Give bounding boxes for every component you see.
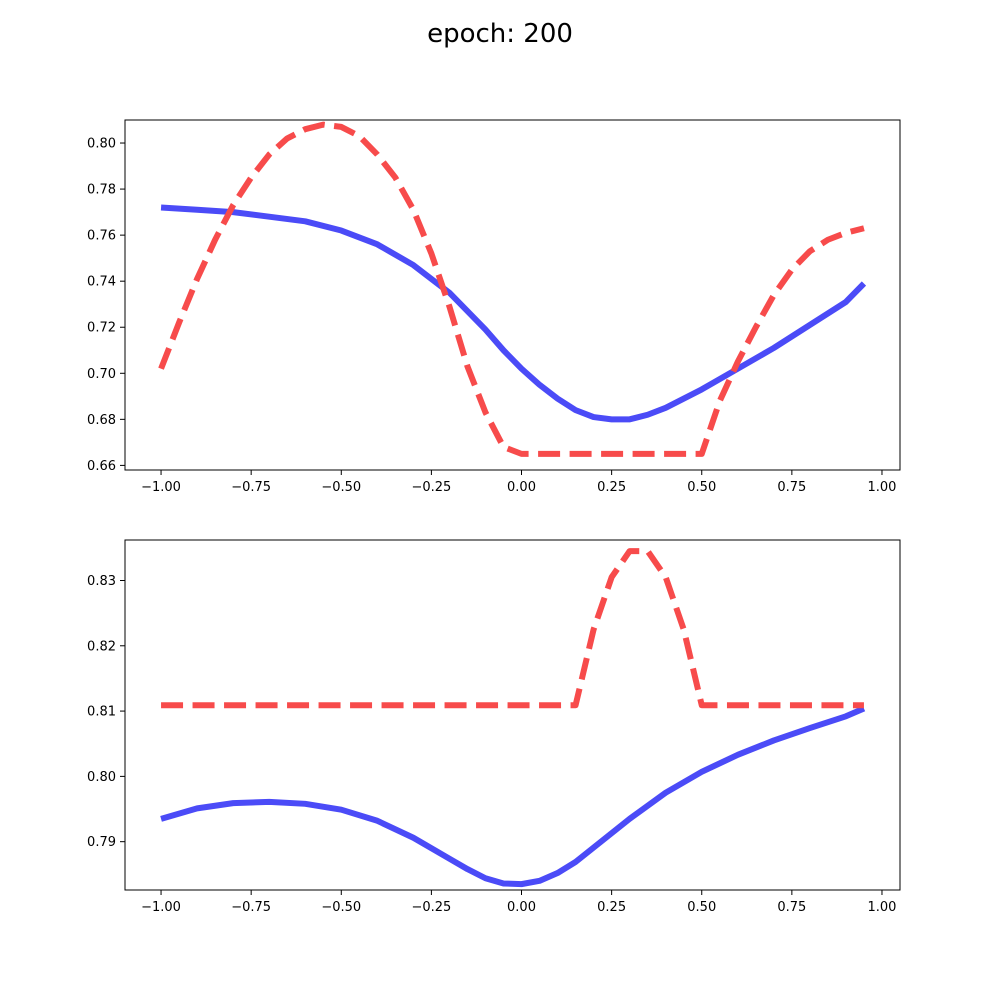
bottom-plot-y-tick-label: 0.83 [87,574,116,589]
bottom-plot-x-tick-label: 0.25 [597,900,626,915]
top-plot-y-tick-label: 0.80 [87,137,116,152]
bottom-plot-x-tick-label: 1.00 [868,900,897,915]
top-plot-solid-series-line [160,204,867,423]
bottom-plot-x-tick-label: 0.00 [507,900,536,915]
top-plot-dashed-series-line [158,121,865,457]
top-plot-x-tick-label: −0.75 [231,480,271,495]
top-plot-x-tick-label: 0.00 [507,480,536,495]
bottom-plot-x-tick-label: 0.75 [777,900,806,915]
top-plot-y-tick-label: 0.76 [87,229,116,244]
top-plot-x-tick-label: −0.50 [321,480,361,495]
figure-title: epoch: 200 [427,19,573,49]
bottom-plot-y-tick-label: 0.79 [87,835,116,850]
bottom-plot-frame [124,539,901,891]
bottom-plot-y-tick-label: 0.82 [87,639,116,654]
bottom-plot: −1.00 −0.75 −0.50 −0.25 0.00 0.25 0.50 0.75 1.00… [87,539,901,915]
top-plot-y-tick-label: 0.78 [87,183,116,198]
bottom-plot-y-tick-label: 0.80 [87,770,116,785]
top-plot-x-tick-label: 0.25 [597,480,626,495]
top-plot-x-tick-label: 0.50 [687,480,716,495]
top-plot-y-tick-label: 0.68 [87,413,116,428]
top-plot-x-tick-label: −0.25 [411,480,451,495]
top-plot: −1.00 −0.75 −0.50 −0.25 0.00 0.25 0.50 0.75 1.00… [87,119,901,495]
top-plot-x-tick-label: 1.00 [868,480,897,495]
top-plot-y-tick-label: 0.70 [87,367,116,382]
top-plot-x-tick-label: 0.75 [777,480,806,495]
top-plot-y-tick-label: 0.72 [87,321,116,336]
bottom-plot-solid-series-line [160,705,866,888]
bottom-plot-y-tick-label: 0.81 [87,705,116,720]
top-plot-x-tick-label: −1.00 [141,480,181,495]
top-plot-frame [124,119,901,471]
bottom-plot-x-tick-label: −1.00 [141,900,181,915]
bottom-plot-x-tick-label: −0.50 [321,900,361,915]
top-plot-y-tick-label: 0.74 [87,275,116,290]
bottom-plot-x-tick-label: −0.75 [231,900,271,915]
bottom-plot-x-tick-label: −0.25 [411,900,451,915]
bottom-plot-dashed-series-line [161,548,864,709]
top-plot-y-tick-label: 0.66 [87,459,116,474]
bottom-plot-x-tick-label: 0.50 [687,900,716,915]
